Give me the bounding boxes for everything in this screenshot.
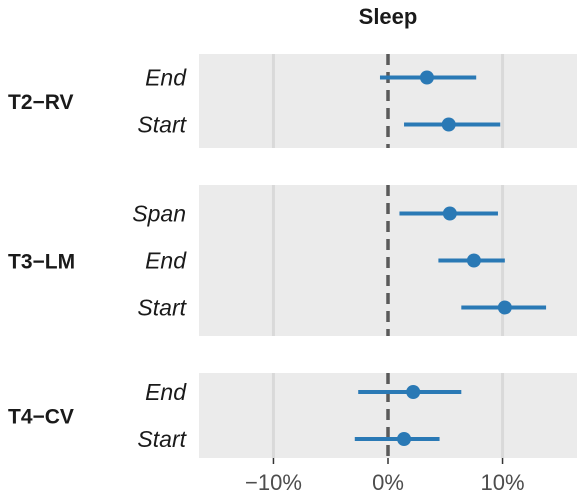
x-tick-label: 0%: [372, 470, 404, 495]
row-label: Start: [137, 112, 187, 138]
point-estimate: [442, 206, 457, 221]
row-label: End: [145, 248, 187, 274]
row-label: Span: [132, 201, 186, 227]
group-label: T2−RV: [8, 91, 74, 114]
row-label: Start: [137, 295, 187, 321]
point-estimate: [397, 432, 412, 446]
point-estimate: [419, 70, 434, 85]
point-estimate: [406, 385, 421, 399]
panel-1: Span End Start T3−LM: [8, 185, 577, 336]
row-label: End: [145, 379, 187, 405]
point-estimate: [497, 300, 512, 315]
point-estimate: [441, 117, 456, 132]
row-label: Start: [137, 426, 187, 452]
x-axis: −10% 0% 10%: [245, 458, 525, 495]
panel-2: End Start T4−CV: [8, 373, 577, 458]
chart-title: Sleep: [359, 4, 418, 29]
point-estimate: [466, 253, 481, 268]
x-tick-label: −10%: [245, 470, 302, 495]
group-label: T3−LM: [8, 251, 75, 274]
group-label: T4−CV: [8, 406, 74, 429]
panel-0: End Start T2−RV: [8, 54, 577, 148]
row-label: End: [145, 65, 187, 91]
panels: End Start T2−RV Span End Start T3−LM End Start T4…: [8, 54, 577, 458]
x-tick-label: 10%: [481, 470, 525, 495]
